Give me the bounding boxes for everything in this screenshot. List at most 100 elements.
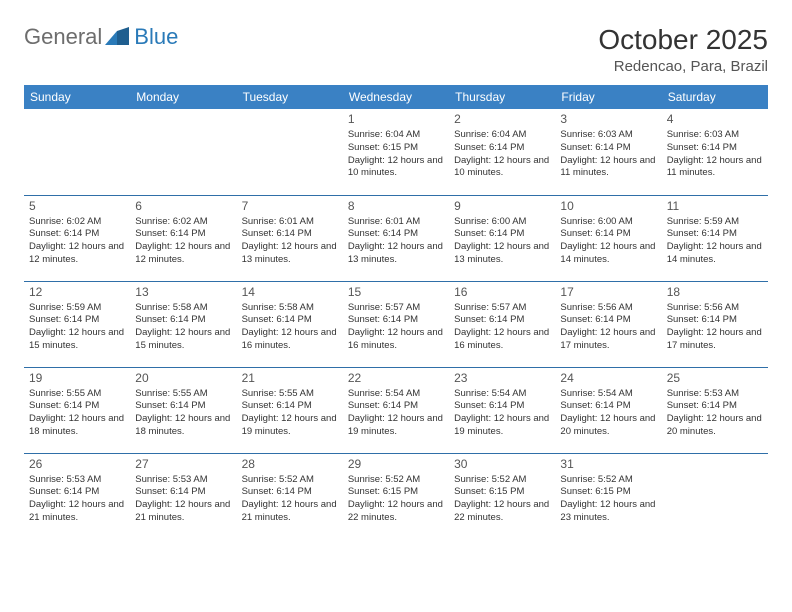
brand-text-2: Blue	[134, 24, 178, 50]
day-cell: 16 Sunrise: 5:57 AMSunset: 6:14 PMDayligh…	[449, 281, 555, 367]
day-cell: 14 Sunrise: 5:58 AMSunset: 6:14 PMDayligh…	[237, 281, 343, 367]
day-cell: 3 Sunrise: 6:03 AMSunset: 6:14 PMDaylight…	[555, 109, 661, 195]
weekday-header: Monday	[130, 85, 236, 109]
day-cell: 27 Sunrise: 5:53 AMSunset: 6:14 PMDayligh…	[130, 453, 236, 539]
day-cell: 10 Sunrise: 6:00 AMSunset: 6:14 PMDayligh…	[555, 195, 661, 281]
brand-logo: General Blue	[24, 24, 178, 50]
day-number: 8	[348, 199, 444, 213]
day-cell: 6Sunrise: 6:02 AMSunset: 6:14 PMDaylight…	[130, 195, 236, 281]
sun-info: Sunrise: 5:54 AMSunset: 6:14 PMDaylight:…	[560, 388, 656, 439]
calendar-body: 1Sunrise: 6:04 AMSunset: 6:15 PMDaylight…	[24, 109, 768, 539]
calendar-table: SundayMondayTuesdayWednesdayThursdayFrid…	[24, 85, 768, 539]
day-cell: 22Sunrise: 5:54 AMSunset: 6:14 PMDayligh…	[343, 367, 449, 453]
day-number: 26	[29, 457, 125, 471]
day-number: 27	[135, 457, 231, 471]
sun-info: Sunrise: 5:58 AMSunset: 6:14 PMDaylight:…	[135, 302, 231, 353]
day-number: 18	[667, 285, 763, 299]
day-number: 16	[454, 285, 550, 299]
day-cell: 12 Sunrise: 5:59 AMSunset: 6:14 PMDayligh…	[24, 281, 130, 367]
day-cell	[237, 109, 343, 195]
weekday-header: Sunday	[24, 85, 130, 109]
day-cell: 11 Sunrise: 5:59 AMSunset: 6:14 PMDayligh…	[662, 195, 768, 281]
day-number: 4	[667, 112, 763, 126]
brand-text-1: General	[24, 24, 102, 50]
day-cell: 18 Sunrise: 5:56 AMSunset: 6:14 PMDayligh…	[662, 281, 768, 367]
day-cell: 24 Sunrise: 5:54 AMSunset: 6:14 PMDayligh…	[555, 367, 661, 453]
calendar-week-row: 26 Sunrise: 5:53 AMSunset: 6:14 PMDayligh…	[24, 453, 768, 539]
sun-info: Sunrise: 5:52 AMSunset: 6:15 PMDaylight:…	[348, 474, 444, 525]
day-number: 2	[454, 112, 550, 126]
sun-info: Sunrise: 5:55 AMSunset: 6:14 PMDaylight:…	[29, 388, 125, 439]
day-number: 12	[29, 285, 125, 299]
weekday-header: Thursday	[449, 85, 555, 109]
weekday-header: Saturday	[662, 85, 768, 109]
day-number: 19	[29, 371, 125, 385]
sun-info: Sunrise: 5:58 AMSunset: 6:14 PMDaylight:…	[242, 302, 338, 353]
day-cell: 26Sunrise: 5:53 AMSunset: 6:14 PMDayligh…	[24, 453, 130, 539]
sun-info: Sunrise: 5:56 AMSunset: 6:14 PMDaylight:…	[667, 302, 763, 353]
day-cell: 13 Sunrise: 5:58 AMSunset: 6:14 PMDayligh…	[130, 281, 236, 367]
day-number: 30	[454, 457, 550, 471]
day-number: 1	[348, 112, 444, 126]
sun-info: Sunrise: 5:57 AMSunset: 6:14 PMDaylight:…	[454, 302, 550, 353]
day-number: 22	[348, 371, 444, 385]
sun-info: Sunrise: 5:54 AMSunset: 6:14 PMDaylight:…	[454, 388, 550, 439]
day-number: 24	[560, 371, 656, 385]
day-cell: 30 Sunrise: 5:52 AMSunset: 6:15 PMDayligh…	[449, 453, 555, 539]
sun-info: Sunrise: 5:53 AMSunset: 6:14 PMDaylight:…	[135, 474, 231, 525]
day-number: 14	[242, 285, 338, 299]
day-number: 31	[560, 457, 656, 471]
day-number: 20	[135, 371, 231, 385]
page-header: General Blue October 2025 Redencao, Para…	[24, 24, 768, 75]
sun-info: Sunrise: 6:03 AMSunset: 6:14 PMDaylight:…	[667, 129, 763, 180]
day-number: 29	[348, 457, 444, 471]
day-cell: 28 Sunrise: 5:52 AMSunset: 6:14 PMDayligh…	[237, 453, 343, 539]
day-cell: 29 Sunrise: 5:52 AMSunset: 6:15 PMDayligh…	[343, 453, 449, 539]
day-number: 9	[454, 199, 550, 213]
day-cell: 19 Sunrise: 5:55 AMSunset: 6:14 PMDayligh…	[24, 367, 130, 453]
day-cell: 8 Sunrise: 6:01 AMSunset: 6:14 PMDaylight…	[343, 195, 449, 281]
sun-info: Sunrise: 6:01 AMSunset: 6:14 PMDaylight:…	[348, 216, 444, 267]
sun-info: Sunrise: 5:52 AMSunset: 6:14 PMDaylight:…	[242, 474, 338, 525]
day-number: 11	[667, 199, 763, 213]
sun-info: Sunrise: 5:59 AMSunset: 6:14 PMDaylight:…	[667, 216, 763, 267]
sun-info: Sunrise: 5:52 AMSunset: 6:15 PMDaylight:…	[560, 474, 656, 525]
sun-info: Sunrise: 5:53 AMSunset: 6:14 PMDaylight:…	[667, 388, 763, 439]
sun-info: Sunrise: 6:02 AMSunset: 6:14 PMDaylight:…	[29, 216, 125, 267]
title-block: October 2025 Redencao, Para, Brazil	[598, 24, 768, 75]
day-number: 15	[348, 285, 444, 299]
sun-info: Sunrise: 5:55 AMSunset: 6:14 PMDaylight:…	[135, 388, 231, 439]
sun-info: Sunrise: 5:55 AMSunset: 6:14 PMDaylight:…	[242, 388, 338, 439]
calendar-week-row: 12 Sunrise: 5:59 AMSunset: 6:14 PMDayligh…	[24, 281, 768, 367]
day-number: 28	[242, 457, 338, 471]
day-cell: 21Sunrise: 5:55 AMSunset: 6:14 PMDayligh…	[237, 367, 343, 453]
day-number: 25	[667, 371, 763, 385]
day-number: 7	[242, 199, 338, 213]
sun-info: Sunrise: 6:03 AMSunset: 6:14 PMDaylight:…	[560, 129, 656, 180]
day-number: 10	[560, 199, 656, 213]
sun-info: Sunrise: 5:52 AMSunset: 6:15 PMDaylight:…	[454, 474, 550, 525]
day-cell: 4 Sunrise: 6:03 AMSunset: 6:14 PMDaylight…	[662, 109, 768, 195]
day-number: 5	[29, 199, 125, 213]
day-cell	[130, 109, 236, 195]
day-cell: 5 Sunrise: 6:02 AMSunset: 6:14 PMDaylight…	[24, 195, 130, 281]
location-subtitle: Redencao, Para, Brazil	[598, 58, 768, 75]
day-cell: 23 Sunrise: 5:54 AMSunset: 6:14 PMDayligh…	[449, 367, 555, 453]
sun-info: Sunrise: 6:00 AMSunset: 6:14 PMDaylight:…	[560, 216, 656, 267]
weekday-header: Friday	[555, 85, 661, 109]
sun-info: Sunrise: 6:02 AMSunset: 6:14 PMDaylight:…	[135, 216, 231, 267]
calendar-week-row: 19 Sunrise: 5:55 AMSunset: 6:14 PMDayligh…	[24, 367, 768, 453]
day-number: 17	[560, 285, 656, 299]
calendar-week-row: 5 Sunrise: 6:02 AMSunset: 6:14 PMDaylight…	[24, 195, 768, 281]
day-number: 13	[135, 285, 231, 299]
sun-info: Sunrise: 6:00 AMSunset: 6:14 PMDaylight:…	[454, 216, 550, 267]
day-number: 3	[560, 112, 656, 126]
sun-info: Sunrise: 5:59 AMSunset: 6:14 PMDaylight:…	[29, 302, 125, 353]
sun-info: Sunrise: 6:01 AMSunset: 6:14 PMDaylight:…	[242, 216, 338, 267]
day-number: 23	[454, 371, 550, 385]
day-cell: 1Sunrise: 6:04 AMSunset: 6:15 PMDaylight…	[343, 109, 449, 195]
weekday-header-row: SundayMondayTuesdayWednesdayThursdayFrid…	[24, 85, 768, 109]
day-cell	[24, 109, 130, 195]
day-cell: 2Sunrise: 6:04 AMSunset: 6:14 PMDaylight…	[449, 109, 555, 195]
weekday-header: Tuesday	[237, 85, 343, 109]
